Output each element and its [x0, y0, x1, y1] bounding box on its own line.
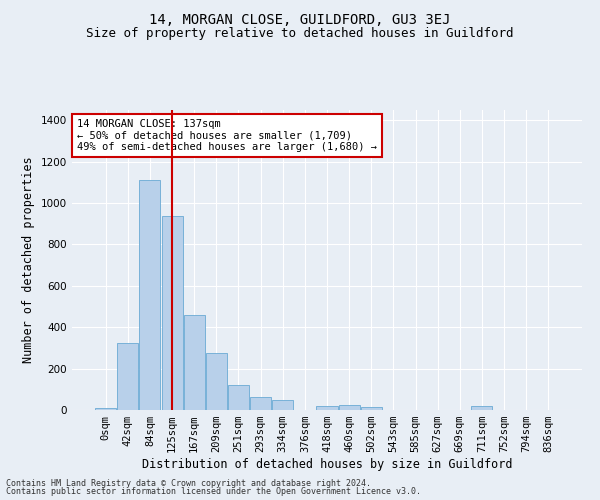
X-axis label: Distribution of detached houses by size in Guildford: Distribution of detached houses by size … [142, 458, 512, 471]
Bar [250, 396, 271, 410]
Bar [361, 407, 382, 410]
Bar [161, 216, 182, 410]
Text: 14 MORGAN CLOSE: 137sqm
← 50% of detached houses are smaller (1,709)
49% of semi: 14 MORGAN CLOSE: 137sqm ← 50% of detache… [77, 119, 377, 152]
Bar [338, 405, 359, 410]
Bar [272, 400, 293, 410]
Bar [472, 406, 493, 410]
Bar [118, 343, 139, 410]
Bar [228, 385, 249, 410]
Bar [139, 180, 160, 410]
Text: Contains HM Land Registry data © Crown copyright and database right 2024.: Contains HM Land Registry data © Crown c… [6, 478, 371, 488]
Bar [95, 408, 116, 410]
Bar [184, 315, 205, 410]
Bar [206, 353, 227, 410]
Bar [316, 406, 338, 410]
Text: Contains public sector information licensed under the Open Government Licence v3: Contains public sector information licen… [6, 487, 421, 496]
Text: Size of property relative to detached houses in Guildford: Size of property relative to detached ho… [86, 28, 514, 40]
Text: 14, MORGAN CLOSE, GUILDFORD, GU3 3EJ: 14, MORGAN CLOSE, GUILDFORD, GU3 3EJ [149, 12, 451, 26]
Y-axis label: Number of detached properties: Number of detached properties [22, 156, 35, 364]
